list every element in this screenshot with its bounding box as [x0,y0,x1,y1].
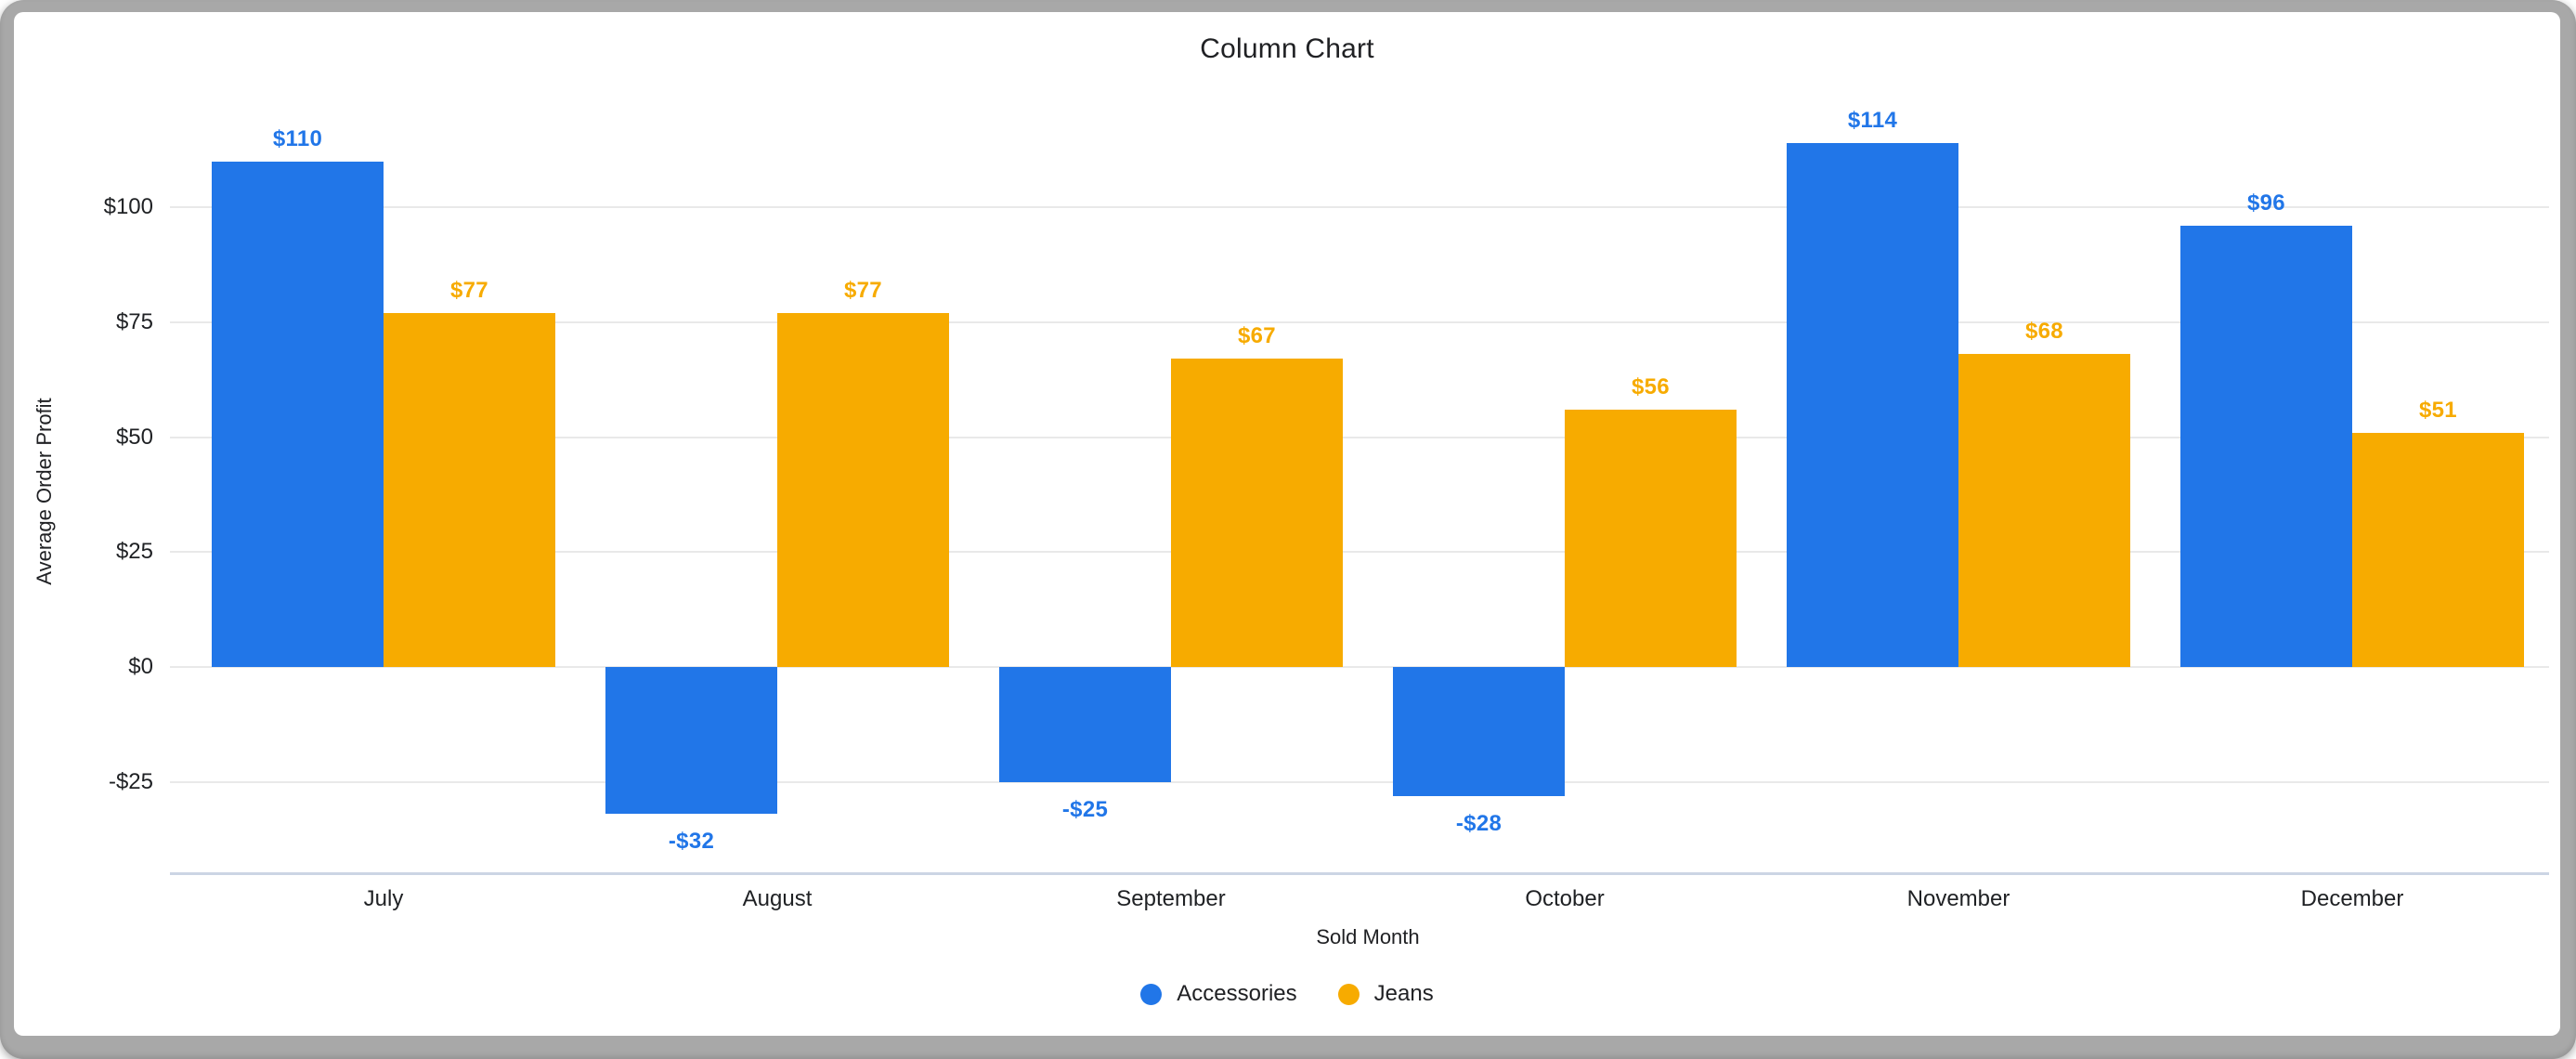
bar-value-label: -$28 [1455,810,1503,836]
bar-value-label: $77 [844,277,882,303]
bar-jeans-november[interactable] [1958,354,2130,667]
bar-value-label: $77 [450,277,488,303]
bar-value-label: $67 [1238,323,1276,349]
y-tick-label: $75 [115,308,153,334]
bar-jeans-september[interactable] [1171,359,1343,667]
bar-jeans-august[interactable] [777,312,949,667]
x-tick-label-december: December [2300,886,2404,911]
y-tick-label: $50 [115,424,153,450]
legend-dot-accessories [1140,983,1163,1005]
bar-value-label: $51 [2419,397,2457,423]
bar-value-label: $68 [2025,319,2063,345]
x-axis-title: Sold Month [1316,925,1420,948]
gridline [170,206,2549,208]
bar-accessories-december[interactable] [2180,225,2352,667]
x-tick-label-july: July [363,886,404,911]
legend-item-jeans[interactable]: Jeans [1337,980,1434,1008]
bar-accessories-august[interactable] [605,667,777,815]
bar-value-label: $56 [1632,373,1670,399]
gridline [170,320,2549,323]
x-tick-label-october: October [1525,886,1605,911]
legend-dot-jeans [1337,983,1360,1005]
y-tick-label: $0 [128,654,153,679]
plot-area: $100 $75 $50 $25 $0 -$25 $110 $77 July -$32 $77 Aug… [14,12,2560,1036]
gridline [170,666,2549,668]
bar-jeans-december[interactable] [2352,432,2524,667]
bar-jeans-july[interactable] [384,312,555,667]
bar-accessories-july[interactable] [212,161,384,667]
x-tick-label-november: November [1906,886,2010,911]
legend-label: Accessories [1177,981,1297,1006]
gridline [170,551,2549,554]
bar-accessories-november[interactable] [1787,142,1958,667]
bar-jeans-october[interactable] [1565,409,1737,667]
y-tick-label: -$25 [108,768,153,794]
x-axis-line [170,872,2549,875]
bar-accessories-september[interactable] [999,667,1171,782]
bar-value-label: $114 [1847,107,1898,133]
gridline [170,780,2549,783]
y-tick-label: $25 [115,539,153,565]
y-tick-label: $100 [103,194,153,219]
bar-value-label: $110 [272,125,323,151]
legend-label: Jeans [1373,981,1434,1006]
chart-card: Column Chart Average Order Profit $100 $7… [14,12,2560,1036]
chart-title: Column Chart [1200,33,1374,64]
bar-accessories-october[interactable] [1393,667,1565,796]
gridline [170,436,2549,438]
legend-item-accessories[interactable]: Accessories [1140,980,1297,1008]
x-tick-label-august: August [742,886,813,911]
bar-value-label: -$25 [1061,796,1109,822]
x-tick-label-september: September [1116,886,1226,911]
legend: Accessories Jeans [14,980,2560,1008]
bar-value-label: $96 [2247,190,2285,216]
bar-value-label: -$32 [668,829,715,855]
